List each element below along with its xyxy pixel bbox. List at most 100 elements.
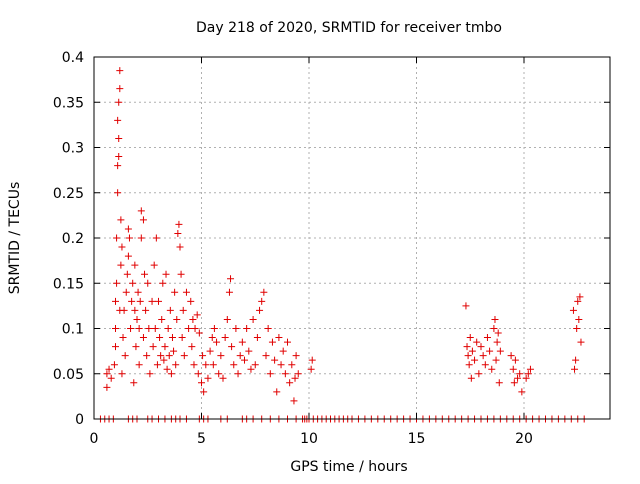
data-point [141,270,149,278]
data-point [171,288,179,296]
data-point [116,67,124,75]
data-point [223,315,231,323]
data-point [518,388,526,396]
data-point [256,306,264,314]
data-point [125,234,133,242]
data-point [157,352,165,360]
data-point [116,85,124,93]
data-point [118,243,126,251]
data-point [145,325,153,332]
data-point [198,379,205,387]
data-point [467,374,475,382]
data-point [135,361,143,369]
data-point [119,334,127,342]
data-point [463,343,471,351]
data-point [488,365,496,373]
data-point [152,234,160,242]
data-point [268,338,276,346]
data-point [251,361,259,369]
data-point [103,383,111,391]
data-point [475,370,483,378]
data-point [526,365,534,373]
data-point [473,338,481,346]
data-point [137,207,145,215]
data-point [571,365,579,373]
data-point [123,270,131,278]
data-point [114,116,122,124]
y-tick-label: 0 [75,412,84,428]
data-point [188,343,196,351]
data-point [178,334,186,342]
data-point [219,374,227,382]
data-point [137,234,145,242]
data-point [234,370,242,378]
data-point [122,288,130,296]
data-point [151,325,159,332]
data-point [134,288,142,296]
data-point [247,365,255,373]
data-point [142,306,150,314]
data-point [511,356,519,364]
data-point [286,379,294,387]
data-point [308,356,316,364]
x-tick-label: 10 [300,431,318,447]
data-point [290,397,298,405]
data-point [162,270,170,278]
data-point [206,347,214,355]
data-point [514,374,522,382]
data-point [273,388,281,396]
data-point [113,234,121,242]
data-point [573,325,581,332]
data-point [481,361,489,369]
data-point [164,325,172,332]
data-point [241,356,248,364]
data-point [479,352,487,360]
data-point [217,352,225,360]
data-point [182,288,190,296]
data-point [128,297,136,305]
data-point [179,306,187,314]
data-point [238,338,246,346]
data-point [213,338,221,346]
data-point [156,334,164,342]
data-point [158,315,166,323]
data-point [148,297,156,305]
data-point [524,370,532,378]
data-point [199,352,207,360]
data-point [215,370,223,378]
data-point [576,293,584,301]
data-point [575,315,583,323]
data-point [187,297,195,305]
y-tick-label: 0.4 [62,50,84,66]
y-tick-label: 0.35 [53,95,84,111]
data-point [243,325,251,332]
data-point [161,343,169,351]
data-point [210,325,218,332]
data-point [129,279,137,287]
y-tick-label: 0.25 [53,186,84,202]
data-point [253,334,261,342]
x-tick-label: 0 [90,431,99,447]
data-point [150,261,158,269]
data-point [307,365,315,373]
data-point [115,134,123,142]
data-point [185,325,193,332]
data-point [491,315,499,323]
data-point [133,315,141,323]
data-point [291,374,299,382]
data-point [258,297,266,305]
data-point [170,347,178,355]
data-point [112,343,119,351]
data-point [180,352,188,360]
data-point [281,370,289,378]
y-axis-label: SRMTID / TECUs [7,182,23,295]
data-point [159,279,167,287]
data-point [136,297,144,305]
chart-title: Day 218 of 2020, SRMTID for receiver tmb… [196,20,502,36]
data-point [225,288,233,296]
data-point [112,325,119,332]
grid-lines [94,57,610,419]
y-tick-label: 0.1 [62,322,84,338]
data-point [191,325,199,332]
